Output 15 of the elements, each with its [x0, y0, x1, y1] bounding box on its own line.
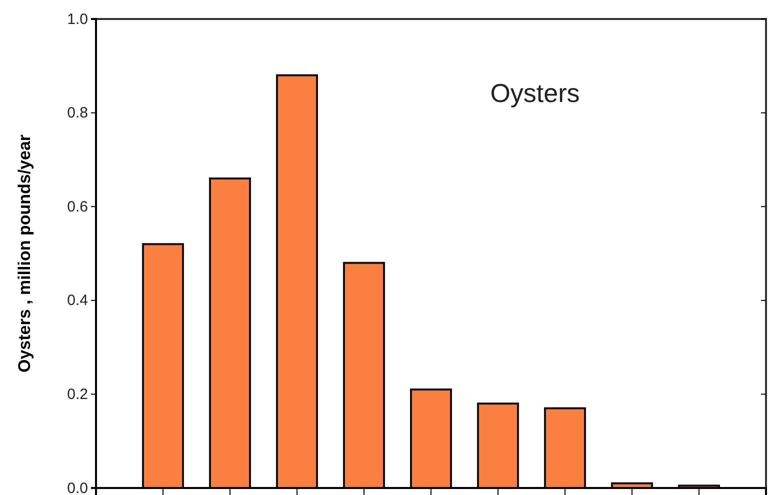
bar: [544, 407, 586, 489]
y-tick-label: 0.6: [67, 198, 88, 216]
bar: [477, 402, 519, 489]
y-tick-label: 0.0: [67, 480, 88, 495]
bar: [410, 388, 452, 489]
y-tick-label: 0.4: [67, 292, 88, 310]
bar: [276, 74, 318, 489]
y-tick-label: 0.8: [67, 104, 88, 122]
y-axis-title: Oysters , million pounds/year: [15, 134, 34, 373]
bar: [209, 177, 251, 489]
bar: [343, 262, 385, 489]
y-tick-label: 0.2: [67, 386, 88, 403]
annotation: Oysters: [490, 78, 580, 108]
bar: [142, 243, 184, 489]
y-tick-label: 1.0: [67, 10, 88, 28]
